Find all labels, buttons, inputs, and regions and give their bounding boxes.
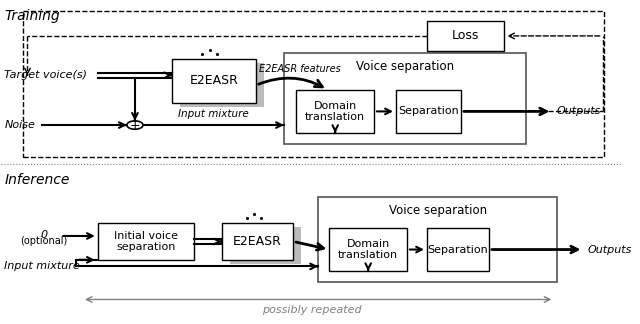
Text: possibly repeated: possibly repeated xyxy=(262,305,362,315)
Text: E2EASR: E2EASR xyxy=(233,235,282,248)
Text: Input mixture: Input mixture xyxy=(178,109,249,119)
Text: 0: 0 xyxy=(40,230,47,240)
FancyArrowPatch shape xyxy=(259,78,323,87)
Bar xyxy=(427,21,504,51)
Circle shape xyxy=(127,121,143,129)
Bar xyxy=(396,90,461,133)
Text: Separation: Separation xyxy=(428,245,488,255)
Text: (optional): (optional) xyxy=(20,236,67,246)
Bar xyxy=(98,223,194,260)
Text: Initial voice
separation: Initial voice separation xyxy=(114,231,178,252)
Bar xyxy=(330,228,407,271)
Text: Noise: Noise xyxy=(4,120,35,130)
Text: +: + xyxy=(130,119,140,132)
Bar xyxy=(222,223,293,260)
Text: Voice separation: Voice separation xyxy=(388,204,487,217)
Text: Loss: Loss xyxy=(452,29,479,42)
Text: Separation: Separation xyxy=(398,106,459,116)
Text: E2EASR features: E2EASR features xyxy=(259,64,341,74)
Bar xyxy=(180,64,264,107)
Bar xyxy=(284,53,526,144)
Text: Inference: Inference xyxy=(4,173,70,187)
Bar xyxy=(296,90,374,133)
Bar xyxy=(23,11,604,157)
Text: Domain
translation: Domain translation xyxy=(338,239,398,260)
Bar xyxy=(427,228,489,271)
Text: Voice separation: Voice separation xyxy=(356,60,454,73)
Bar xyxy=(172,59,256,103)
Text: Training: Training xyxy=(4,9,60,23)
Text: E2EASR: E2EASR xyxy=(189,75,239,87)
Text: Target voice(s): Target voice(s) xyxy=(4,70,88,80)
Text: Domain
translation: Domain translation xyxy=(305,101,365,122)
Text: Outputs: Outputs xyxy=(587,245,632,255)
Bar xyxy=(230,227,301,264)
Text: Input mixture: Input mixture xyxy=(4,261,80,272)
Text: Outputs: Outputs xyxy=(556,106,600,116)
Bar xyxy=(318,197,557,283)
